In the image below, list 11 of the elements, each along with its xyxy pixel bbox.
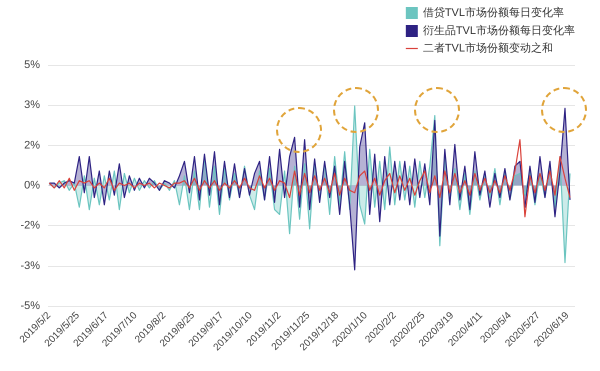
y-tick-label: -5% bbox=[20, 300, 40, 312]
y-tick-label: 2% bbox=[24, 139, 40, 152]
y-tick-label: 3% bbox=[24, 99, 40, 112]
y-tick-label: 5% bbox=[24, 59, 40, 71]
y-tick-label: -2% bbox=[20, 220, 40, 232]
line-series bbox=[48, 139, 571, 218]
y-tick-label: 0% bbox=[24, 180, 40, 192]
legend-label: 衍生品TVL市场份额每日变化率 bbox=[422, 24, 576, 37]
legend-label: 借贷TVL市场份额每日变化率 bbox=[422, 6, 564, 19]
y-tick-label: -3% bbox=[20, 260, 40, 272]
legend-label: 二者TVL市场份额变动之和 bbox=[422, 42, 554, 54]
